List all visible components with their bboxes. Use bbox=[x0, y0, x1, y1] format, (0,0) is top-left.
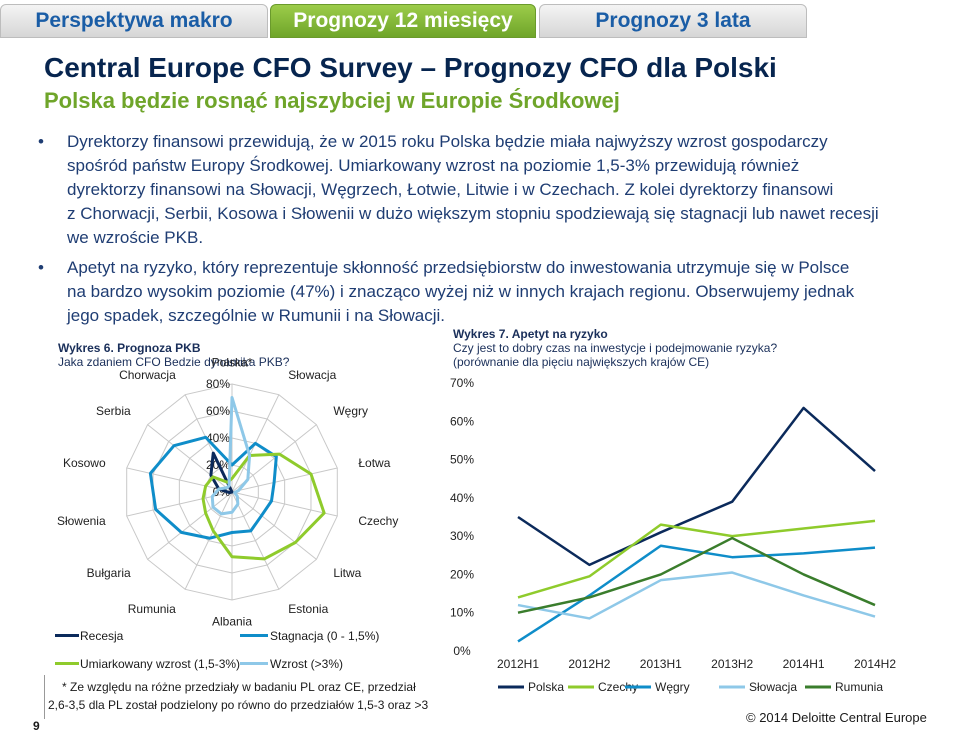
radar-tick-label: 40% bbox=[206, 431, 230, 445]
line-note: (porównanie dla pięciu największych kraj… bbox=[453, 355, 710, 369]
footnote-line: * Ze względu na różne przedziały w badan… bbox=[62, 680, 416, 694]
radar-spoke bbox=[147, 491, 233, 560]
radar-axis-label: Bułgaria bbox=[87, 566, 131, 580]
legend-swatch-wzrost bbox=[240, 662, 268, 665]
line-y-tick: 20% bbox=[450, 567, 474, 581]
radar-axis-label: Serbia bbox=[96, 404, 131, 418]
copyright: © 2014 Deloitte Central Europe bbox=[746, 710, 927, 725]
legend-label-umiarkowany: Umiarkowany wzrost (1,5-3%) bbox=[80, 657, 241, 671]
radar-tick-label: 80% bbox=[206, 377, 230, 391]
line-y-tick: 0% bbox=[453, 644, 471, 658]
tab-prognozy-3-lata[interactable]: Prognozy 3 lata bbox=[539, 4, 807, 38]
radar-series-2 bbox=[201, 452, 326, 561]
radar-series-3 bbox=[210, 396, 252, 516]
radar-axis-label: Łotwa bbox=[358, 456, 390, 470]
line-x-tick: 2013H1 bbox=[640, 657, 682, 671]
tab-perspektywa-makro[interactable]: Perspektywa makro bbox=[0, 4, 268, 38]
page-number: 9 bbox=[33, 719, 40, 733]
radar-heading: Wykres 6. Prognoza PKB bbox=[58, 341, 201, 355]
legend-label-stagnacja: Stagnacja (0 - 1,5%) bbox=[270, 629, 380, 643]
bullet-line: jego spadek, szczególnie w Rumunii i na … bbox=[67, 306, 445, 325]
line-series-1 bbox=[517, 519, 876, 599]
line-series-0 bbox=[517, 406, 876, 567]
line-x-tick: 2012H1 bbox=[497, 657, 539, 671]
legend-label-recesja: Recesja bbox=[80, 629, 124, 643]
radar-spoke bbox=[147, 424, 233, 493]
radar-axis-label: Chorwacja bbox=[119, 368, 176, 382]
line-legend-label: Węgry bbox=[655, 680, 690, 694]
bullet-dot-icon: • bbox=[38, 258, 44, 277]
line-legend-label: Polska bbox=[528, 680, 564, 694]
footnote-line: 2,6-3,5 dla PL został podzielony po równ… bbox=[48, 698, 429, 712]
radar-spoke bbox=[231, 467, 338, 493]
radar-axis-label: Polska* bbox=[212, 355, 253, 369]
line-y-tick: 60% bbox=[450, 414, 474, 428]
radar-question: Jaka zdaniem CFO Bedzie dynamika PKB? bbox=[58, 355, 290, 369]
radar-spoke bbox=[231, 491, 280, 590]
radar-axis-label: Kosowo bbox=[63, 456, 106, 470]
tab-prognozy-12-miesiecy[interactable]: Prognozy 12 miesięcy bbox=[270, 4, 536, 38]
line-heading: Wykres 7. Apetyt na ryzyko bbox=[453, 327, 608, 341]
line-legend-label: Czechy bbox=[598, 680, 638, 694]
line-question: Czy jest to dobry czas na inwestycje i p… bbox=[453, 341, 778, 355]
legend-swatch-recesja bbox=[55, 634, 79, 637]
radar-axis-label: Litwa bbox=[333, 566, 361, 580]
line-series-4 bbox=[517, 536, 876, 614]
page-title: Central Europe CFO Survey – Prognozy CFO… bbox=[44, 52, 777, 83]
line-legend-label: Słowacja bbox=[749, 680, 797, 694]
radar-axis-label: Słowenia bbox=[57, 514, 106, 528]
line-x-tick: 2012H2 bbox=[568, 657, 610, 671]
line-y-tick: 30% bbox=[450, 529, 474, 543]
radar-series-0 bbox=[209, 451, 234, 495]
legend-label-wzrost: Wzrost (>3%) bbox=[270, 657, 344, 671]
line-y-tick: 10% bbox=[450, 606, 474, 620]
bullet-line: z Chorwacji, Serbii, Kosowa i Słowenii w… bbox=[67, 204, 879, 223]
bullet-dot-icon: • bbox=[38, 132, 44, 151]
radar-series-1 bbox=[148, 435, 278, 540]
radar-spoke bbox=[231, 491, 317, 560]
page-subtitle: Polska będzie rosnąć najszybciej w Europ… bbox=[44, 88, 620, 113]
line-series-2 bbox=[517, 544, 876, 643]
tab-bar: Perspektywa makro Prognozy 12 miesięcy P… bbox=[0, 0, 960, 40]
line-x-tick: 2014H1 bbox=[783, 657, 825, 671]
line-legend-label: Rumunia bbox=[835, 680, 883, 694]
bullet-line: Apetyt na ryzyko, który reprezentuje skł… bbox=[67, 258, 850, 277]
line-y-tick: 40% bbox=[450, 491, 474, 505]
radar-spoke bbox=[231, 491, 338, 517]
radar-axis-label: Węgry bbox=[333, 404, 368, 418]
legend-swatch-umiarkowany bbox=[55, 662, 79, 665]
line-x-tick: 2013H2 bbox=[711, 657, 753, 671]
radar-axis-label: Rumunia bbox=[128, 602, 176, 616]
radar-axis-label: Albania bbox=[212, 615, 252, 629]
line-x-tick: 2014H2 bbox=[854, 657, 896, 671]
bullet-line: we wzroście PKB. bbox=[67, 228, 204, 247]
radar-spoke bbox=[184, 491, 233, 590]
bullet-line: spośród państw Europy Środkowej. Umiarko… bbox=[67, 156, 800, 175]
footnote-box: * Ze względu na różne przedziały w badan… bbox=[44, 675, 432, 719]
line-y-tick: 70% bbox=[450, 376, 474, 390]
radar-axis-label: Estonia bbox=[288, 602, 328, 616]
radar-spoke bbox=[126, 467, 233, 493]
line-y-tick: 50% bbox=[450, 453, 474, 467]
bullet-line: na bardzo wysokim poziomie (47%) i znacz… bbox=[67, 282, 855, 301]
bullet-line: Dyrektorzy finansowi przewidują, że w 20… bbox=[67, 132, 828, 151]
radar-tick-label: 60% bbox=[206, 404, 230, 418]
radar-axis-label: Słowacja bbox=[288, 368, 336, 382]
radar-axis-label: Czechy bbox=[358, 514, 398, 528]
legend-swatch-stagnacja bbox=[240, 634, 268, 637]
line-series-3 bbox=[517, 571, 876, 620]
bullet-line: dyrektorzy finansowi na Słowacji, Węgrze… bbox=[67, 180, 834, 199]
